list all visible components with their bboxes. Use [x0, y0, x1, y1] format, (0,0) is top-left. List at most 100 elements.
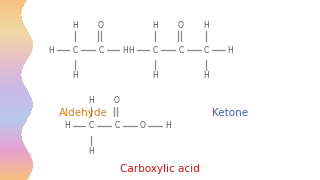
Text: O: O	[178, 21, 184, 30]
Polygon shape	[0, 164, 33, 165]
Polygon shape	[0, 90, 28, 91]
Polygon shape	[0, 155, 30, 156]
Polygon shape	[0, 135, 21, 136]
Polygon shape	[0, 10, 22, 11]
Text: O: O	[98, 21, 104, 30]
Polygon shape	[0, 161, 33, 162]
Polygon shape	[0, 157, 31, 158]
Polygon shape	[0, 140, 22, 141]
Polygon shape	[0, 49, 32, 50]
Polygon shape	[0, 178, 28, 179]
Polygon shape	[0, 176, 29, 177]
Text: H: H	[152, 71, 158, 80]
Text: H: H	[204, 71, 209, 80]
Polygon shape	[0, 26, 26, 27]
Polygon shape	[0, 46, 33, 47]
Polygon shape	[0, 19, 22, 20]
Polygon shape	[0, 116, 29, 117]
Polygon shape	[0, 74, 21, 75]
Polygon shape	[0, 156, 31, 157]
Polygon shape	[0, 160, 32, 161]
Polygon shape	[0, 146, 25, 147]
Polygon shape	[0, 148, 27, 149]
Polygon shape	[0, 39, 32, 40]
Polygon shape	[0, 103, 33, 104]
Polygon shape	[0, 76, 21, 77]
Polygon shape	[0, 98, 32, 99]
Polygon shape	[0, 21, 23, 22]
Polygon shape	[0, 40, 32, 41]
Polygon shape	[0, 115, 30, 116]
Polygon shape	[0, 42, 33, 43]
Polygon shape	[0, 55, 29, 56]
Text: H: H	[128, 46, 134, 55]
Text: H: H	[64, 122, 70, 130]
Polygon shape	[0, 7, 23, 8]
Polygon shape	[0, 170, 32, 171]
Polygon shape	[0, 45, 33, 46]
Text: O: O	[114, 96, 120, 105]
Polygon shape	[0, 0, 27, 1]
Polygon shape	[0, 143, 24, 144]
Polygon shape	[0, 149, 27, 150]
Polygon shape	[0, 89, 27, 90]
Polygon shape	[0, 168, 32, 169]
Polygon shape	[0, 13, 21, 14]
Polygon shape	[0, 3, 25, 4]
Polygon shape	[0, 48, 33, 49]
Polygon shape	[0, 119, 27, 120]
Polygon shape	[0, 79, 22, 80]
Polygon shape	[0, 36, 31, 37]
Polygon shape	[0, 33, 29, 34]
Polygon shape	[0, 67, 23, 68]
Polygon shape	[0, 167, 33, 168]
Polygon shape	[0, 30, 28, 31]
Polygon shape	[0, 97, 31, 98]
Polygon shape	[0, 105, 33, 106]
Polygon shape	[0, 50, 32, 51]
Text: O: O	[140, 122, 145, 130]
Polygon shape	[0, 93, 29, 94]
Polygon shape	[0, 117, 28, 118]
Polygon shape	[0, 122, 26, 123]
Polygon shape	[0, 68, 23, 69]
Polygon shape	[0, 51, 32, 52]
Text: C: C	[98, 46, 103, 55]
Polygon shape	[0, 166, 33, 167]
Polygon shape	[0, 73, 21, 74]
Polygon shape	[0, 125, 24, 126]
Polygon shape	[0, 175, 30, 176]
Polygon shape	[0, 6, 23, 7]
Polygon shape	[0, 78, 22, 79]
Polygon shape	[0, 41, 33, 42]
Polygon shape	[0, 63, 25, 64]
Polygon shape	[0, 109, 32, 110]
Polygon shape	[0, 163, 33, 164]
Polygon shape	[0, 139, 22, 140]
Polygon shape	[0, 162, 33, 163]
Polygon shape	[0, 133, 21, 134]
Polygon shape	[0, 154, 30, 155]
Polygon shape	[0, 94, 30, 95]
Polygon shape	[0, 84, 24, 85]
Polygon shape	[0, 35, 31, 36]
Polygon shape	[0, 173, 31, 174]
Polygon shape	[0, 128, 23, 129]
Polygon shape	[0, 70, 22, 71]
Polygon shape	[0, 86, 25, 87]
Polygon shape	[0, 69, 22, 70]
Polygon shape	[0, 174, 30, 175]
Text: C: C	[89, 122, 94, 130]
Polygon shape	[0, 53, 31, 54]
Polygon shape	[0, 91, 28, 92]
Polygon shape	[0, 124, 25, 125]
Polygon shape	[0, 24, 24, 25]
Polygon shape	[0, 29, 27, 30]
Polygon shape	[0, 110, 32, 111]
Polygon shape	[0, 20, 22, 21]
Text: C: C	[73, 46, 78, 55]
Polygon shape	[0, 131, 22, 132]
Polygon shape	[0, 64, 24, 65]
Polygon shape	[0, 113, 31, 114]
Text: Aldehyde: Aldehyde	[59, 108, 108, 118]
